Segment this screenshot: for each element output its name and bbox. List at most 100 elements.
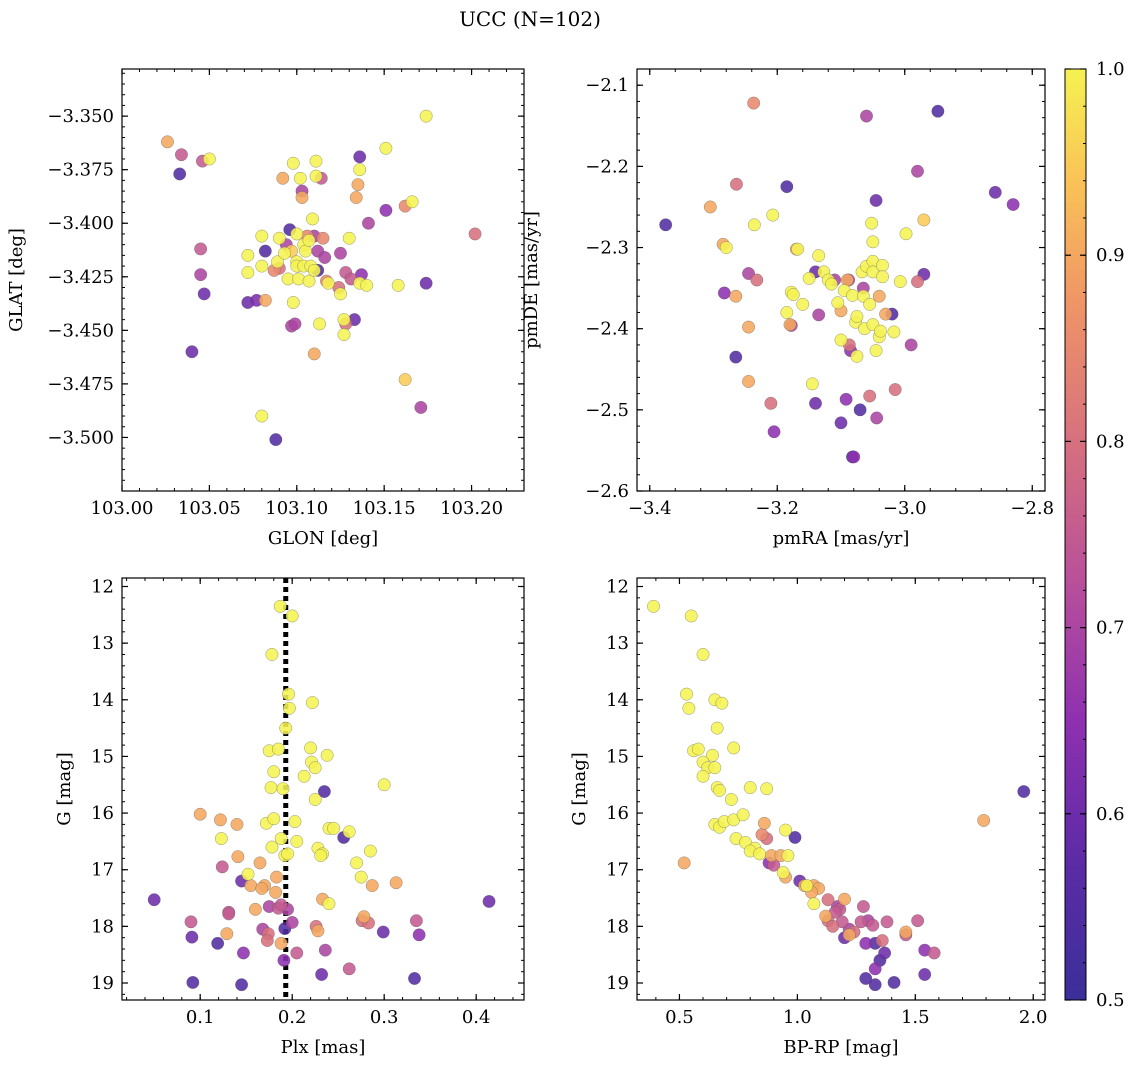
x-axis-label: GLON [deg] [268, 528, 378, 549]
data-point [1017, 785, 1031, 798]
data-point [281, 847, 295, 861]
data-point [184, 915, 198, 929]
data-point [379, 203, 393, 217]
data-point [869, 194, 883, 207]
data-point [412, 928, 426, 942]
data-point [337, 328, 351, 342]
data-point [807, 897, 821, 911]
y-tick-label: 18 [91, 916, 114, 937]
data-point [482, 894, 496, 908]
y-axis-label: G [mag] [569, 752, 590, 825]
data-point [361, 216, 375, 230]
y-tick-label: 12 [91, 576, 114, 597]
data-point [255, 229, 269, 243]
data-point [791, 242, 805, 256]
data-point [788, 830, 802, 844]
data-point [222, 907, 236, 921]
data-point [269, 885, 283, 899]
data-point [696, 769, 710, 783]
data-point [353, 150, 367, 164]
scatter-points [160, 109, 482, 447]
y-tick-label: −2.5 [585, 400, 629, 421]
data-point [796, 297, 810, 311]
data-point [349, 191, 363, 204]
data-point [713, 783, 726, 797]
data-point [706, 748, 719, 762]
data-point [887, 975, 901, 989]
x-tick-label: 103.10 [265, 498, 328, 519]
data-point [185, 930, 199, 944]
data-point [766, 208, 780, 222]
colorbar-gradient [1064, 68, 1087, 1001]
axes-frame [121, 577, 525, 1001]
data-point [264, 781, 278, 795]
data-point [826, 919, 840, 933]
data-point [290, 946, 304, 960]
data-point [812, 249, 826, 263]
data-point [295, 191, 309, 204]
data-point [398, 373, 412, 387]
colorbar-tick-label: 0.5 [1096, 990, 1125, 1011]
data-point [904, 338, 918, 352]
data-point [194, 268, 208, 282]
data-point [819, 909, 833, 923]
data-point [186, 975, 200, 989]
data-point [899, 925, 913, 939]
data-point [285, 609, 299, 623]
data-point [869, 344, 883, 358]
data-point [278, 246, 291, 260]
y-tick-label: 17 [91, 860, 114, 881]
data-point [747, 218, 761, 232]
y-tick-label: 14 [606, 690, 629, 711]
data-point [736, 808, 750, 822]
data-point [194, 242, 208, 256]
data-point [160, 135, 174, 149]
data-point [248, 902, 262, 916]
data-point [850, 310, 864, 323]
y-tick-label: −2.3 [585, 238, 629, 259]
data-point [230, 817, 244, 831]
data-point [215, 860, 229, 874]
data-point [834, 333, 848, 347]
data-point [211, 936, 225, 950]
data-point [729, 350, 743, 364]
data-point [764, 396, 778, 410]
data-point [786, 288, 800, 302]
y-tick-label: 13 [606, 633, 629, 654]
data-point [847, 450, 861, 464]
data-point [302, 274, 316, 288]
data-point [315, 968, 329, 981]
data-point [353, 163, 367, 177]
data-point [779, 823, 793, 837]
data-point [322, 897, 336, 911]
data-point [927, 946, 941, 960]
y-tick-label: −3.450 [47, 320, 114, 341]
data-point [780, 180, 794, 194]
data-point [255, 409, 269, 423]
data-point [306, 212, 319, 226]
data-point [809, 396, 822, 410]
y-tick-label: −3.350 [47, 106, 114, 127]
data-point [342, 825, 356, 839]
data-point [863, 297, 877, 311]
data-point [365, 879, 379, 893]
data-point [805, 377, 819, 391]
data-point [831, 296, 845, 310]
x-tick-label: 1.0 [783, 1007, 812, 1028]
data-point [918, 968, 932, 981]
data-point [696, 648, 710, 661]
y-axis-label: G [mag] [54, 752, 75, 825]
panel-glon-glat: 103.00 103.05 103.10 103.15 103.20 −3.350 −3.3… [6, 68, 525, 549]
data-point [379, 141, 393, 155]
x-tick-label: −3.4 [628, 498, 672, 519]
data-point [304, 741, 318, 755]
y-tick-label: 14 [91, 690, 114, 711]
data-point [917, 213, 931, 227]
data-point [856, 900, 870, 913]
x-tick-label: −3.0 [883, 498, 927, 519]
data-point [253, 856, 267, 870]
data-point [350, 856, 364, 870]
x-tick-label: 2.0 [1019, 1007, 1048, 1028]
data-point [297, 769, 311, 783]
y-tick-label: 12 [606, 576, 629, 597]
